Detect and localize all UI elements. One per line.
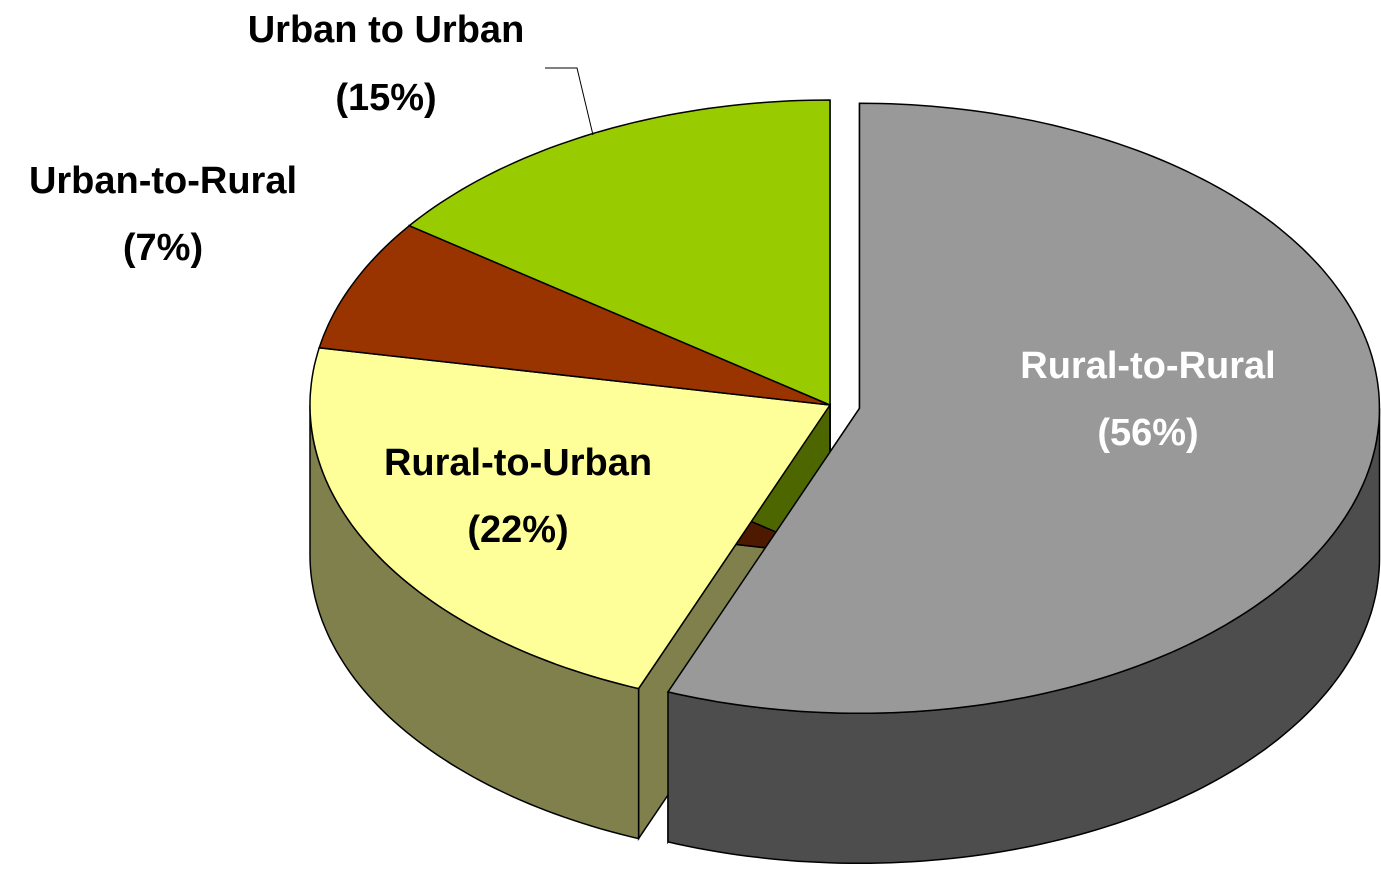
slice — [666, 102, 1381, 715]
labels: Rural-to-Rural (56%) Rural-to-Urban (22%) Ur… — [29, 9, 1276, 551]
pie-tops — [309, 99, 1381, 715]
slice-value-label: (56%) — [1097, 412, 1198, 454]
slice — [318, 224, 831, 406]
slice-label: Urban to Urban — [248, 9, 525, 51]
slice-label: Urban-to-Rural — [29, 160, 297, 202]
slice — [309, 346, 832, 690]
slice-label: Rural-to-Rural — [1020, 345, 1275, 387]
leader-line — [545, 67, 594, 136]
slice-value-label: (22%) — [467, 509, 568, 551]
slice — [407, 99, 831, 407]
slice-label: Rural-to-Urban — [384, 442, 652, 484]
slice-value-label: (7%) — [123, 227, 203, 269]
slice-value-label: (15%) — [335, 77, 436, 119]
